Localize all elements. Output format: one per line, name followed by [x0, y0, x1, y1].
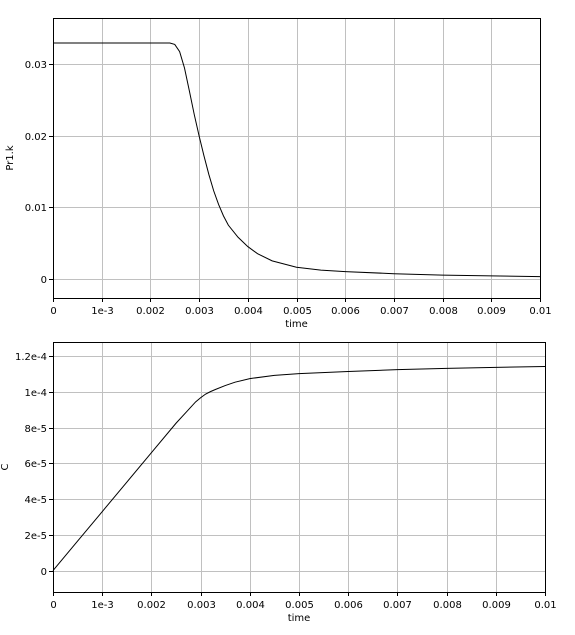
x-tick-label: 0.007	[380, 306, 409, 317]
x-tick-label: 0.002	[137, 600, 166, 611]
series-line	[53, 42, 541, 278]
x-tick-label: 0.008	[429, 306, 458, 317]
x-tick-label: 0.01	[534, 600, 556, 611]
x-tick-label: 0.005	[285, 600, 314, 611]
y-tick-label: 1.2e-4	[15, 352, 47, 363]
x-tick-label: 1e-3	[91, 306, 114, 317]
x-tick-label: 0.009	[482, 600, 511, 611]
x-tick-label: 0.007	[383, 600, 412, 611]
y-tick-label: 0.03	[25, 60, 47, 71]
x-tick-label: 0.004	[234, 306, 263, 317]
x-tick-label: 0.005	[283, 306, 312, 317]
x-tick-label: 0.009	[477, 306, 506, 317]
y-tick-label: 1e-4	[25, 388, 48, 399]
bottom-plot: 0 1e-3 0.002 0.003 0.004 0.005 0.006 0.007 0.008…	[0, 342, 557, 624]
y-tick-label: 0	[41, 567, 47, 578]
x-tick-label: 0.003	[187, 600, 216, 611]
x-tick-label: 0	[50, 306, 56, 317]
y-tick-label: 6e-5	[25, 459, 48, 470]
x-tick-label: 0.002	[136, 306, 165, 317]
y-tick-label: 2e-5	[25, 531, 48, 542]
top-plot: 0 1e-3 0.002 0.003 0.004 0.005 0.006 0.007 0.008…	[5, 18, 552, 330]
y-tick-label: 8e-5	[25, 424, 48, 435]
y-axis-label: C	[0, 463, 11, 470]
y-tick-label: 0.02	[25, 132, 47, 143]
y-tick-label: 0	[41, 275, 47, 286]
x-tick-label: 0.01	[529, 306, 551, 317]
y-axis-label: Pr1.k	[5, 145, 16, 171]
x-tick-label: 1e-3	[91, 600, 114, 611]
x-tick-label: 0.006	[334, 600, 363, 611]
x-tick-label: 0.003	[185, 306, 214, 317]
x-axis-label: time	[285, 319, 308, 330]
x-tick-label: 0.006	[331, 306, 360, 317]
x-tick-label: 0	[50, 600, 56, 611]
x-axis-label: time	[288, 613, 311, 624]
x-tick-label: 0.004	[236, 600, 265, 611]
x-tick-label: 0.008	[433, 600, 462, 611]
y-tick-label: 0.01	[25, 203, 47, 214]
y-tick-label: 4e-5	[25, 495, 48, 506]
series-line	[52, 365, 546, 571]
